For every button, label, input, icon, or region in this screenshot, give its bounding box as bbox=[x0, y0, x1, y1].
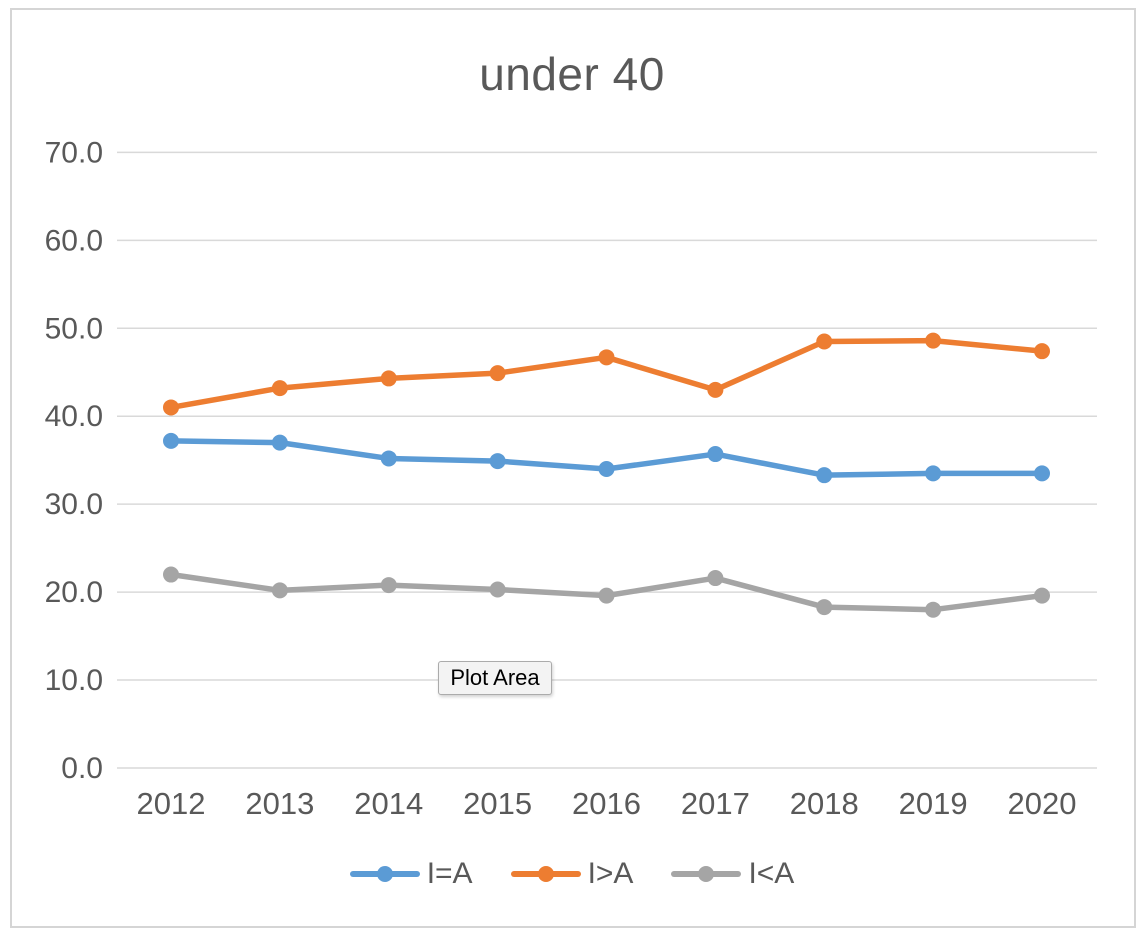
x-tick-label-2014: 2014 bbox=[354, 786, 423, 821]
series-0-point-2020 bbox=[1034, 465, 1050, 482]
legend-label: I>A bbox=[587, 857, 634, 890]
legend-line-marker-icon bbox=[349, 866, 420, 882]
series-2-point-2016 bbox=[598, 587, 615, 604]
legend-label: I<A bbox=[748, 857, 795, 890]
x-tick-label-2017: 2017 bbox=[681, 786, 750, 821]
series-1-point-2014 bbox=[380, 370, 397, 387]
y-tick-label: 60.0 bbox=[45, 224, 103, 257]
series-2-point-2013 bbox=[271, 582, 288, 599]
x-tick-label-2019: 2019 bbox=[899, 786, 968, 821]
plot-area[interactable] bbox=[117, 152, 1097, 768]
y-tick-label: 10.0 bbox=[45, 664, 103, 697]
series-0-point-2019 bbox=[925, 465, 942, 482]
legend-dot bbox=[698, 866, 715, 882]
series-1-point-2012 bbox=[163, 399, 179, 416]
series-0-point-2017 bbox=[707, 446, 724, 463]
x-tick-label-2018: 2018 bbox=[790, 786, 859, 821]
x-tick-label-2013: 2013 bbox=[245, 786, 314, 821]
series-0-point-2016 bbox=[598, 461, 615, 478]
series-2-point-2012 bbox=[163, 566, 179, 583]
legend-line-marker-icon bbox=[671, 866, 742, 882]
legend-label: I=A bbox=[426, 857, 473, 890]
legend-line-marker-icon bbox=[510, 866, 581, 882]
series-1-point-2018 bbox=[816, 333, 833, 350]
series-2-point-2020 bbox=[1034, 587, 1050, 604]
series-0-point-2015 bbox=[489, 453, 506, 470]
series-2-point-2015 bbox=[489, 581, 506, 598]
series-2-point-2018 bbox=[816, 599, 833, 616]
y-tick-label: 30.0 bbox=[45, 488, 103, 521]
series-1-point-2019 bbox=[925, 332, 942, 349]
chart-legend: I=A I>A I<A bbox=[0, 857, 1144, 891]
chart-title[interactable]: under 40 bbox=[479, 48, 665, 100]
legend-item-0[interactable]: I=A bbox=[349, 857, 473, 891]
series-2-point-2019 bbox=[925, 601, 942, 618]
y-tick-label: 50.0 bbox=[45, 312, 103, 345]
y-tick-label: 40.0 bbox=[45, 400, 103, 433]
series-2-point-2014 bbox=[380, 577, 397, 594]
x-tick-label-2015: 2015 bbox=[463, 786, 532, 821]
series-0-point-2014 bbox=[380, 450, 397, 467]
series-0-point-2013 bbox=[271, 434, 288, 451]
series-1-point-2013 bbox=[271, 380, 288, 397]
y-tick-label: 0.0 bbox=[61, 752, 103, 785]
series-0-point-2018 bbox=[816, 467, 833, 484]
series-1-point-2015 bbox=[489, 365, 506, 382]
series-0-point-2012 bbox=[163, 432, 179, 449]
legend-item-2[interactable]: I<A bbox=[671, 857, 794, 891]
series-1-point-2017 bbox=[707, 381, 724, 398]
series-2-point-2017 bbox=[707, 570, 724, 587]
legend-dot bbox=[537, 866, 554, 882]
legend-item-1[interactable]: I>A bbox=[510, 857, 634, 891]
series-1-point-2016 bbox=[598, 349, 615, 366]
legend-dot bbox=[376, 866, 393, 882]
series-1-point-2020 bbox=[1034, 343, 1050, 360]
x-tick-label-2012: 2012 bbox=[137, 786, 206, 821]
plot-area-tooltip: Plot Area bbox=[438, 661, 552, 695]
x-tick-label-2020: 2020 bbox=[1008, 786, 1077, 821]
x-tick-label-2016: 2016 bbox=[572, 786, 641, 821]
y-tick-label: 20.0 bbox=[45, 576, 103, 609]
y-tick-label: 70.0 bbox=[45, 136, 103, 169]
